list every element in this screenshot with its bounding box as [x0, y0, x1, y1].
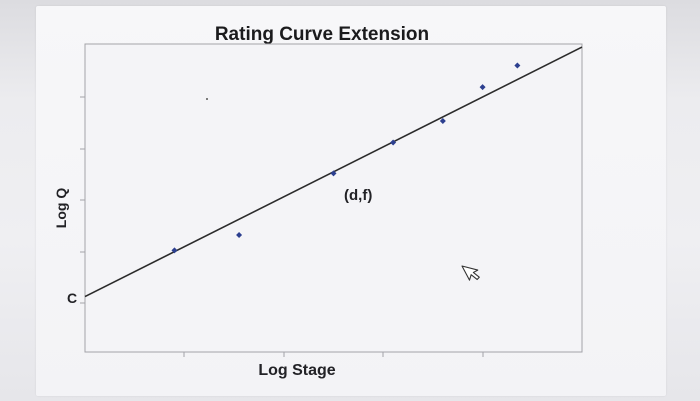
data-point-6	[479, 84, 486, 91]
data-point-4	[390, 139, 397, 146]
intercept-label: C	[67, 290, 77, 306]
data-point-7	[514, 62, 521, 69]
data-point-3	[330, 170, 337, 177]
data-points	[171, 62, 521, 254]
data-point-5	[439, 118, 446, 124]
point-annotation: (d,f)	[344, 187, 372, 204]
data-point-2	[236, 231, 243, 238]
x-axis-label: Log Stage	[258, 362, 335, 379]
data-point-1	[171, 247, 178, 254]
mouse-pointer-icon	[461, 265, 480, 281]
x-axis-ticks	[183, 352, 484, 357]
y-axis-ticks	[80, 96, 85, 304]
plot-frame	[84, 43, 583, 353]
y-axis-label: Log Q	[53, 188, 69, 229]
chart-title: Rating Curve Extension	[215, 24, 429, 45]
stray-dot	[206, 98, 208, 100]
